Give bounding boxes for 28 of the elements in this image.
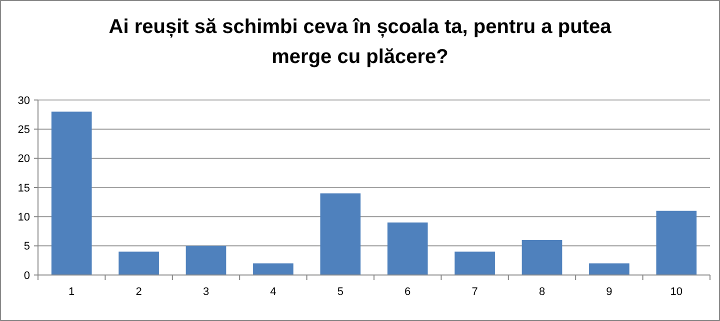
y-tick-label: 30 <box>18 94 30 107</box>
bar <box>186 246 226 275</box>
x-tick-label: 9 <box>606 286 612 298</box>
y-tick-label: 10 <box>18 212 30 224</box>
bar <box>522 240 562 275</box>
chart-title: Ai reușit să schimbi ceva în școala ta, pentru a putea merge cu plăcere? <box>108 16 612 68</box>
x-tick-label: 2 <box>136 286 142 298</box>
bar <box>656 210 697 275</box>
x-tick-label: 7 <box>472 286 478 298</box>
y-tick-label: 20 <box>18 153 30 166</box>
y-tick-label: 5 <box>24 240 30 253</box>
y-tick-label: 15 <box>18 182 30 194</box>
x-tick-label: 10 <box>670 286 683 298</box>
bar <box>51 112 92 275</box>
bar <box>454 252 495 275</box>
x-tick-label: 8 <box>538 286 546 298</box>
bar <box>253 263 294 275</box>
y-tick-label: 0 <box>24 270 30 282</box>
x-tick-label: 6 <box>404 286 411 298</box>
x-tick-label: 3 <box>202 286 210 298</box>
x-tick-label: 1 <box>68 286 75 298</box>
x-tick-label: 4 <box>270 286 276 298</box>
x-tick-label: 5 <box>337 286 344 298</box>
bar <box>118 252 159 275</box>
bar <box>387 222 428 275</box>
y-tick-label: 25 <box>18 124 30 136</box>
bar <box>320 193 361 275</box>
bar <box>589 263 630 275</box>
